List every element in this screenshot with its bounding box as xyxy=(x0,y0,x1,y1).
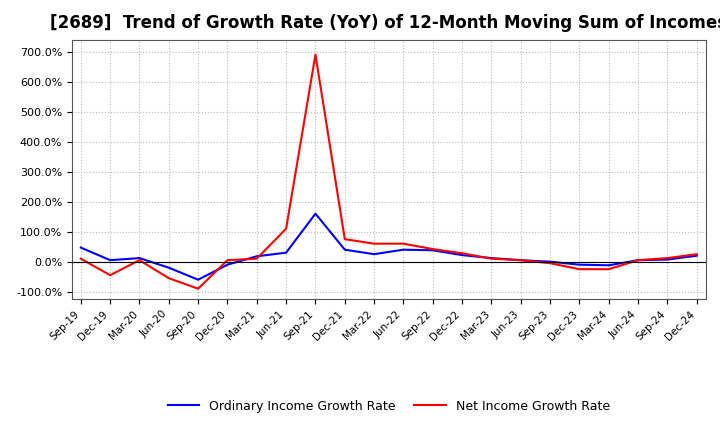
Net Income Growth Rate xyxy=(253,256,261,261)
Legend: Ordinary Income Growth Rate, Net Income Growth Rate: Ordinary Income Growth Rate, Net Income … xyxy=(163,395,615,418)
Ordinary Income Growth Rate xyxy=(282,250,290,255)
Net Income Growth Rate xyxy=(311,52,320,57)
Net Income Growth Rate xyxy=(399,241,408,246)
Net Income Growth Rate xyxy=(458,251,467,256)
Net Income Growth Rate xyxy=(135,257,144,263)
Ordinary Income Growth Rate xyxy=(106,257,114,263)
Ordinary Income Growth Rate xyxy=(663,257,672,262)
Net Income Growth Rate xyxy=(516,257,525,263)
Net Income Growth Rate xyxy=(605,267,613,272)
Net Income Growth Rate xyxy=(575,267,584,272)
Ordinary Income Growth Rate xyxy=(399,247,408,252)
Ordinary Income Growth Rate xyxy=(605,263,613,268)
Net Income Growth Rate xyxy=(194,286,202,291)
Ordinary Income Growth Rate xyxy=(341,247,349,252)
Net Income Growth Rate xyxy=(164,275,173,281)
Net Income Growth Rate xyxy=(370,241,379,246)
Net Income Growth Rate xyxy=(693,252,701,257)
Ordinary Income Growth Rate xyxy=(370,252,379,257)
Ordinary Income Growth Rate xyxy=(458,253,467,258)
Ordinary Income Growth Rate xyxy=(428,248,437,253)
Net Income Growth Rate xyxy=(106,272,114,278)
Net Income Growth Rate xyxy=(663,256,672,261)
Ordinary Income Growth Rate xyxy=(487,256,496,261)
Ordinary Income Growth Rate xyxy=(194,277,202,282)
Ordinary Income Growth Rate xyxy=(135,256,144,261)
Ordinary Income Growth Rate xyxy=(223,262,232,268)
Net Income Growth Rate xyxy=(487,256,496,261)
Ordinary Income Growth Rate xyxy=(575,262,584,268)
Net Income Growth Rate xyxy=(76,256,85,261)
Ordinary Income Growth Rate xyxy=(516,257,525,263)
Ordinary Income Growth Rate xyxy=(311,211,320,216)
Ordinary Income Growth Rate xyxy=(164,265,173,270)
Ordinary Income Growth Rate xyxy=(253,253,261,259)
Ordinary Income Growth Rate xyxy=(634,257,642,263)
Ordinary Income Growth Rate xyxy=(693,253,701,258)
Line: Net Income Growth Rate: Net Income Growth Rate xyxy=(81,55,697,289)
Title: [2689]  Trend of Growth Rate (YoY) of 12-Month Moving Sum of Incomes: [2689] Trend of Growth Rate (YoY) of 12-… xyxy=(50,15,720,33)
Net Income Growth Rate xyxy=(223,257,232,263)
Net Income Growth Rate xyxy=(282,226,290,231)
Line: Ordinary Income Growth Rate: Ordinary Income Growth Rate xyxy=(81,214,697,280)
Ordinary Income Growth Rate xyxy=(546,259,554,264)
Net Income Growth Rate xyxy=(428,246,437,252)
Ordinary Income Growth Rate xyxy=(76,245,85,250)
Net Income Growth Rate xyxy=(341,237,349,242)
Net Income Growth Rate xyxy=(634,257,642,263)
Net Income Growth Rate xyxy=(546,260,554,266)
